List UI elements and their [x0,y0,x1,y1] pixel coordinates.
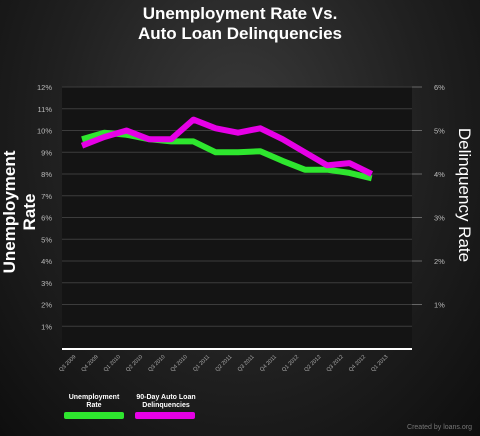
right-axis-ticks: 1% 2% 3% 4% 5% 6% [434,83,445,310]
y-axis-label-left: Unemployment Rate [0,150,39,274]
x-tick-label: Q3 2009 [58,354,77,373]
y-tick-label-left: 3% [41,279,52,288]
y-tick-label-left: 8% [41,170,52,179]
grid-lines [62,86,422,327]
y-tick-label-left: 2% [41,301,52,310]
x-tick-label: Q3 2010 [147,354,166,373]
x-axis-ticks: Q3 2009 Q4 2009 Q1 2010 Q2 2010 Q3 2010 Q4 20… [58,354,389,373]
series-line-unemployment [81,129,373,182]
y-tick-label-left: 12% [37,83,52,92]
left-axis-ticks: 1% 2% 3% 4% 5% 6% 7% 8% 9% 10% 11% 12% [37,83,52,331]
x-tick-label: Q3 2012 [326,354,345,373]
x-tick-label: Q1 2011 [192,354,211,373]
y-tick-label-right: 1% [434,301,445,310]
legend-swatch-unemployment [64,412,124,419]
legend-label-unemployment: Unemployment Rate [68,394,120,409]
legend-label-delinquency: 90-Day Auto Loan Delinquencies [136,394,196,409]
x-tick-label: Q1 2012 [281,354,300,373]
y-tick-label-left: 7% [41,192,52,201]
y-tick-label-left: 1% [41,322,52,331]
y-tick-label-left: 10% [37,127,52,136]
legend-swatch-delinquency [135,412,195,419]
y-tick-label-right: 5% [434,127,445,136]
series-lines [80,116,374,182]
chart-title-line2: Auto Loan Delinquencies [137,24,343,43]
y-tick-label-right: 4% [434,170,445,179]
series-line-delinquency [80,116,374,177]
chart-title-line1: Unemployment Rate Vs. [142,4,338,23]
x-tick-label: Q4 2011 [259,354,278,373]
y-axis-label-right: Delinquency Rate [455,127,474,263]
x-tick-label: Q4 2012 [348,354,367,373]
x-tick-label: Q1 2010 [103,354,122,373]
y-tick-label-right: 3% [434,214,445,223]
x-tick-label: Q2 2011 [215,354,234,373]
y-tick-label-left: 11% [38,105,53,114]
x-tick-label: Q1 2013 [370,354,389,373]
x-tick-label: Q2 2012 [303,354,322,373]
x-tick-label: Q4 2009 [81,354,100,373]
y-tick-label-right: 6% [434,83,445,92]
x-tick-label: Q3 2011 [237,354,256,373]
y-tick-label-left: 9% [41,148,52,157]
y-tick-label-left: 6% [41,214,52,223]
x-tick-label: Q4 2010 [170,354,189,373]
y-tick-label-left: 5% [41,235,52,244]
credit-text: Created by loans.org [407,424,472,431]
y-tick-label-right: 2% [434,257,445,266]
x-tick-label: Q2 2010 [125,354,144,373]
y-tick-label-left: 4% [41,257,52,266]
chart-title: Unemployment Rate Vs. Auto Loan Delinque… [0,4,480,44]
